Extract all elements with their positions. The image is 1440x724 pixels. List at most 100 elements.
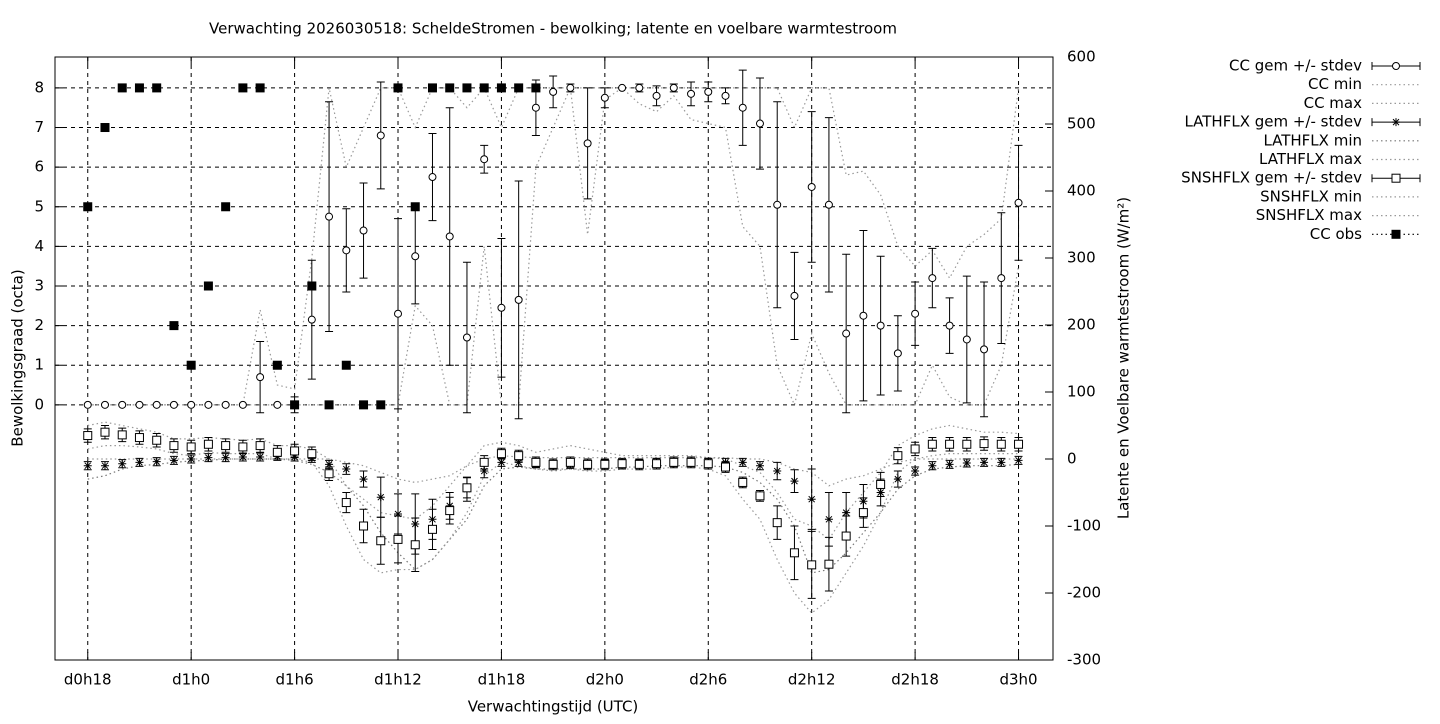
data-point xyxy=(117,83,127,93)
data-point xyxy=(238,452,247,461)
data-point xyxy=(221,202,231,212)
data-point xyxy=(411,252,420,261)
y-tick-label: 8 xyxy=(34,78,44,96)
data-point xyxy=(480,467,489,476)
legend-marker xyxy=(1392,62,1400,70)
legend-label: CC max xyxy=(1304,94,1363,112)
data-point xyxy=(290,446,300,456)
data-point xyxy=(238,83,248,93)
data-point xyxy=(841,531,851,541)
data-point xyxy=(928,274,937,283)
data-point xyxy=(100,427,110,437)
data-point xyxy=(255,83,265,93)
data-point xyxy=(238,400,247,409)
chart-title: Verwachting 2026030518: ScheldeStromen -… xyxy=(209,20,897,38)
y2-axis-label: Latente en Voelbare warmtestroom (W/m²) xyxy=(1115,197,1133,519)
data-point xyxy=(807,560,817,570)
data-point xyxy=(394,309,403,318)
data-point xyxy=(255,441,265,451)
data-point xyxy=(134,433,144,443)
data-point xyxy=(997,458,1006,467)
y-tick-label: 0 xyxy=(34,395,44,413)
data-point xyxy=(652,459,662,469)
data-point xyxy=(790,291,799,300)
plot-frame xyxy=(54,56,1054,661)
data-point xyxy=(980,345,989,354)
data-point xyxy=(496,83,506,93)
data-point xyxy=(583,459,593,469)
data-point xyxy=(945,439,955,449)
data-point xyxy=(738,103,747,112)
data-point xyxy=(187,400,196,409)
data-point xyxy=(187,455,196,463)
data-point xyxy=(83,461,92,470)
y-tick-label: 7 xyxy=(34,118,44,136)
data-point xyxy=(618,83,627,92)
legend-label: LATHFLX max xyxy=(1259,150,1362,168)
data-point xyxy=(669,457,679,467)
legend-label: SNSHFLX gem +/- stdev xyxy=(1181,169,1362,187)
data-point xyxy=(204,453,213,462)
data-point xyxy=(738,477,748,487)
data-point xyxy=(221,453,230,462)
data-point xyxy=(531,83,541,93)
data-point xyxy=(152,457,161,466)
data-point xyxy=(376,493,385,502)
data-point xyxy=(445,232,454,241)
legend-label: CC min xyxy=(1308,75,1362,93)
data-point xyxy=(893,451,903,461)
data-point xyxy=(479,457,489,467)
data-point xyxy=(359,226,368,235)
range-line xyxy=(87,445,1019,614)
data-point xyxy=(600,459,610,469)
data-point xyxy=(635,83,644,92)
y2-tick-label: 600 xyxy=(1067,48,1096,66)
data-point xyxy=(687,89,696,98)
data-point xyxy=(238,442,248,452)
data-point xyxy=(531,457,541,467)
data-point xyxy=(376,131,385,140)
data-point xyxy=(428,173,437,182)
data-point xyxy=(83,202,93,212)
range-line xyxy=(87,455,1019,487)
data-point xyxy=(945,321,954,330)
data-point xyxy=(514,458,523,467)
data-point xyxy=(634,459,644,469)
data-point xyxy=(341,360,351,370)
x-tick-label: d2h6 xyxy=(689,671,727,689)
y2-tick-label: 300 xyxy=(1067,249,1096,267)
data-point xyxy=(290,400,300,410)
data-point xyxy=(928,461,937,470)
data-point xyxy=(979,439,989,449)
data-point xyxy=(686,457,696,467)
data-point xyxy=(376,400,386,410)
data-point xyxy=(876,321,885,330)
y2-tick-label: -300 xyxy=(1067,651,1101,669)
data-point xyxy=(962,459,971,468)
legend-marker xyxy=(1391,173,1401,183)
data-point xyxy=(549,87,558,96)
data-point xyxy=(359,475,368,484)
data-point xyxy=(342,465,351,474)
data-point xyxy=(514,295,523,304)
data-point xyxy=(169,400,178,409)
data-point xyxy=(945,460,954,469)
data-point xyxy=(462,483,472,493)
y-tick-label: 2 xyxy=(34,316,44,334)
y-tick-label: 5 xyxy=(34,197,44,215)
y2-tick-label: -200 xyxy=(1067,584,1101,602)
legend-marker xyxy=(1392,118,1400,127)
x-tick-label: d1h12 xyxy=(374,671,422,689)
data-point xyxy=(325,212,334,221)
data-point xyxy=(773,200,782,209)
data-point xyxy=(721,462,731,472)
data-point xyxy=(307,449,317,459)
data-point xyxy=(790,477,799,486)
x-tick-label: d3h0 xyxy=(999,671,1037,689)
legend-label: CC obs xyxy=(1310,225,1362,243)
y2-tick-label: 100 xyxy=(1067,383,1096,401)
data-point xyxy=(583,139,592,148)
data-point xyxy=(962,335,971,344)
data-point xyxy=(169,456,178,465)
data-point xyxy=(479,83,489,93)
